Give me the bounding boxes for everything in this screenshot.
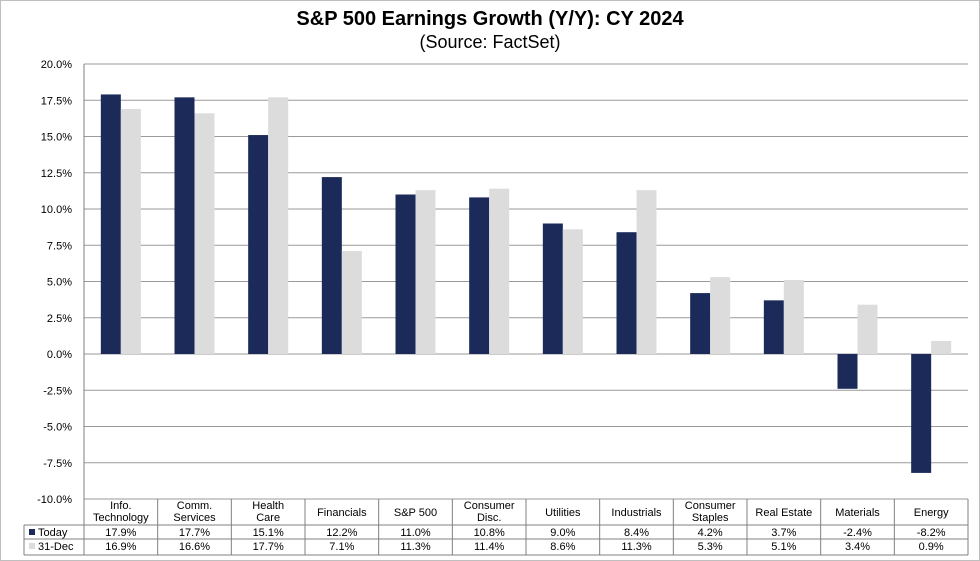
legend-key-31-dec — [29, 543, 35, 549]
y-tick-label: 2.5% — [47, 313, 72, 325]
category-label: S&P 500 — [394, 507, 437, 519]
bar-today — [469, 197, 490, 354]
data-label: 16.6% — [179, 541, 210, 553]
bar-31-dec — [120, 108, 141, 354]
bar-today — [248, 135, 269, 354]
data-label: 0.9% — [919, 541, 944, 553]
chart-title: S&P 500 Earnings Growth (Y/Y): CY 2024 — [296, 8, 684, 30]
bar-today — [837, 354, 858, 389]
data-label: 3.7% — [771, 527, 796, 539]
bar-31-dec — [710, 277, 731, 354]
data-label: 17.7% — [253, 541, 284, 553]
data-label: 5.1% — [771, 541, 796, 553]
data-label: 7.1% — [329, 541, 354, 553]
category-label: Health — [252, 500, 284, 512]
data-label: 16.9% — [105, 541, 136, 553]
data-label: 8.6% — [550, 541, 575, 553]
data-label: 17.7% — [179, 527, 210, 539]
y-tick-label: 10.0% — [41, 204, 72, 216]
y-tick-label: 0.0% — [47, 349, 72, 361]
y-tick-label: 7.5% — [47, 240, 72, 252]
bar-31-dec — [268, 97, 289, 354]
y-tick-label: 12.5% — [41, 168, 72, 180]
bar-31-dec — [194, 113, 215, 354]
category-label: Consumer — [685, 500, 736, 512]
bar-today — [542, 223, 563, 354]
data-label: -8.2% — [917, 527, 946, 539]
category-label: Comm. — [177, 500, 212, 512]
chart-subtitle: (Source: FactSet) — [419, 32, 561, 52]
category-label: Disc. — [477, 512, 501, 524]
y-tick-label: -5.0% — [43, 422, 72, 434]
category-label: Utilities — [545, 507, 581, 519]
y-tick-label: 20.0% — [41, 59, 72, 71]
legend-label: 31-Dec — [38, 541, 74, 553]
bar-today — [690, 293, 711, 354]
bar-31-dec — [636, 190, 657, 354]
bar-31-dec — [562, 229, 583, 354]
data-label: 3.4% — [845, 541, 870, 553]
data-label: 8.4% — [624, 527, 649, 539]
bar-today — [616, 232, 637, 354]
category-label: Energy — [914, 507, 949, 519]
category-label: Consumer — [464, 500, 515, 512]
category-label: Staples — [692, 512, 729, 524]
bar-today — [174, 97, 195, 354]
bar-31-dec — [415, 190, 436, 354]
bar-today — [321, 177, 342, 354]
data-label: 11.4% — [474, 541, 505, 553]
bar-today — [100, 94, 121, 354]
bar-31-dec — [857, 304, 878, 354]
data-label: 4.2% — [698, 527, 723, 539]
category-label: Financials — [317, 507, 367, 519]
bar-today — [395, 194, 416, 354]
data-label: 17.9% — [105, 527, 136, 539]
bar-31-dec — [489, 188, 510, 354]
data-label: 11.3% — [400, 541, 431, 553]
data-label: 9.0% — [550, 527, 575, 539]
data-label: 5.3% — [698, 541, 723, 553]
category-label: Info. — [110, 500, 131, 512]
y-tick-label: -10.0% — [37, 494, 72, 506]
y-tick-label: -2.5% — [43, 385, 72, 397]
y-tick-label: 17.5% — [41, 95, 72, 107]
category-label: Real Estate — [755, 507, 812, 519]
y-tick-label: 5.0% — [47, 277, 72, 289]
category-label: Materials — [835, 507, 880, 519]
bar-31-dec — [341, 251, 362, 354]
bar-31-dec — [931, 340, 952, 354]
category-label: Services — [173, 512, 216, 524]
data-label: 11.0% — [400, 527, 431, 539]
category-label: Technology — [93, 512, 149, 524]
data-label: 11.3% — [621, 541, 652, 553]
category-label: Care — [256, 512, 280, 524]
data-label: 12.2% — [326, 527, 357, 539]
bar-31-dec — [783, 280, 804, 354]
bar-today — [911, 354, 932, 473]
y-tick-label: 15.0% — [41, 132, 72, 144]
data-label: -2.4% — [843, 527, 872, 539]
data-label: 15.1% — [253, 527, 284, 539]
y-tick-label: -7.5% — [43, 458, 72, 470]
category-label: Industrials — [611, 507, 662, 519]
bar-today — [763, 300, 784, 354]
legend-key-today — [29, 529, 35, 535]
data-label: 10.8% — [474, 527, 505, 539]
legend-label: Today — [38, 527, 68, 539]
